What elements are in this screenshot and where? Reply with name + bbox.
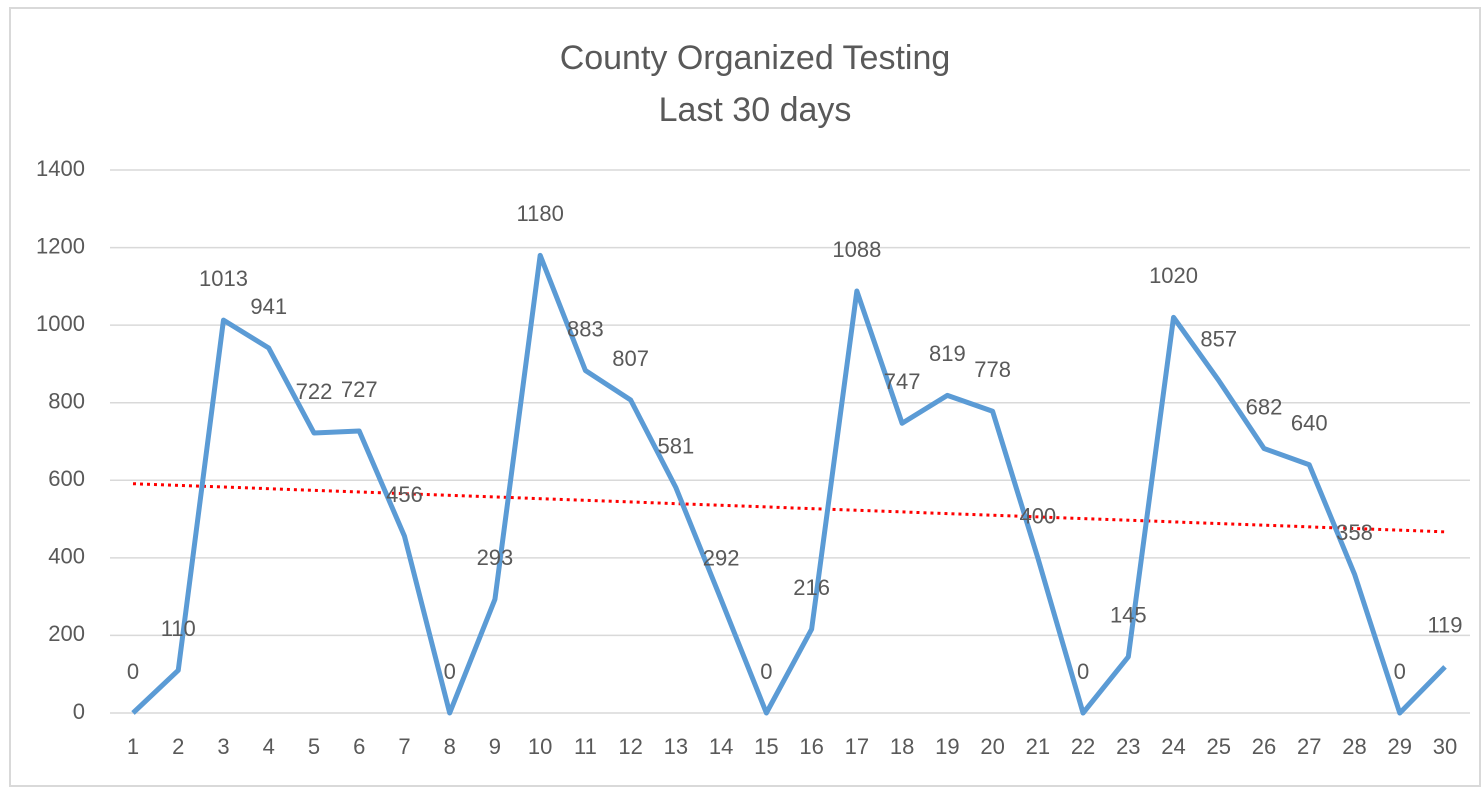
data-label: 358 <box>1336 520 1373 545</box>
x-tick-label: 5 <box>308 734 320 759</box>
x-tick-label: 16 <box>799 734 823 759</box>
data-label: 110 <box>161 616 196 641</box>
x-tick-label: 19 <box>935 734 959 759</box>
data-label: 941 <box>250 294 287 319</box>
x-tick-label: 17 <box>845 734 869 759</box>
x-tick-label: 21 <box>1026 734 1050 759</box>
x-tick-label: 12 <box>618 734 642 759</box>
y-tick-label: 200 <box>48 621 85 646</box>
y-tick-label: 1200 <box>36 233 85 258</box>
x-tick-label: 23 <box>1116 734 1140 759</box>
data-label: 145 <box>1110 603 1147 628</box>
x-tick-label: 4 <box>263 734 275 759</box>
data-label: 883 <box>567 316 604 341</box>
data-label: 456 <box>386 482 423 507</box>
y-tick-label: 1400 <box>36 156 85 181</box>
x-tick-label: 28 <box>1342 734 1366 759</box>
data-label: 1180 <box>517 201 564 226</box>
y-tick-label: 600 <box>48 466 85 491</box>
data-label: 640 <box>1291 411 1328 436</box>
trendline <box>132 482 1446 534</box>
data-label: 292 <box>703 546 740 571</box>
x-tick-label: 1 <box>127 734 139 759</box>
data-label: 857 <box>1200 326 1237 351</box>
x-tick-label: 8 <box>444 734 456 759</box>
x-tick-label: 27 <box>1297 734 1321 759</box>
x-tick-label: 15 <box>754 734 778 759</box>
data-label: 0 <box>1394 659 1406 684</box>
data-label: 727 <box>341 377 378 402</box>
x-tick-label: 2 <box>172 734 184 759</box>
x-tick-label: 24 <box>1161 734 1185 759</box>
x-tick-label: 11 <box>574 734 597 759</box>
data-label: 819 <box>929 341 966 366</box>
y-tick-label: 400 <box>48 544 85 569</box>
x-tick-label: 3 <box>217 734 229 759</box>
x-tick-label: 6 <box>353 734 365 759</box>
line <box>131 252 1447 716</box>
chart-title: County Organized Testing <box>560 39 951 77</box>
x-tick-label: 20 <box>980 734 1004 759</box>
x-tick-label: 7 <box>398 734 410 759</box>
y-tick-label: 800 <box>48 389 85 414</box>
data-label: 807 <box>612 346 649 371</box>
data-label: 216 <box>793 575 830 600</box>
y-tick-label: 0 <box>73 699 85 724</box>
data-label: 682 <box>1246 394 1283 419</box>
data-label: 400 <box>1019 504 1056 529</box>
x-tick-label: 29 <box>1388 734 1412 759</box>
data-label: 778 <box>974 357 1011 382</box>
x-tick-label: 26 <box>1252 734 1276 759</box>
x-tick-label: 25 <box>1207 734 1231 759</box>
data-label: 0 <box>1077 659 1089 684</box>
y-tick-label: 1000 <box>36 311 85 336</box>
chart-subtitle: Last 30 days <box>659 91 852 129</box>
data-label: 293 <box>477 545 514 570</box>
data-label: 747 <box>884 369 921 394</box>
x-tick-label: 18 <box>890 734 914 759</box>
data-label: 581 <box>658 433 695 458</box>
data-label: 119 <box>1427 613 1462 638</box>
x-tick-label: 22 <box>1071 734 1095 759</box>
data-label: 1020 <box>1149 263 1198 288</box>
data-label: 0 <box>127 659 139 684</box>
x-tick-label: 9 <box>489 734 501 759</box>
data-label: 1088 <box>832 237 881 262</box>
x-tick-label: 14 <box>709 734 733 759</box>
data-label: 0 <box>444 659 456 684</box>
x-tick-label: 10 <box>528 734 552 759</box>
x-tick-label: 30 <box>1433 734 1457 759</box>
x-tick-label: 13 <box>664 734 688 759</box>
data-label: 1013 <box>199 266 248 291</box>
data-label: 722 <box>296 379 333 404</box>
data-label: 0 <box>760 659 772 684</box>
